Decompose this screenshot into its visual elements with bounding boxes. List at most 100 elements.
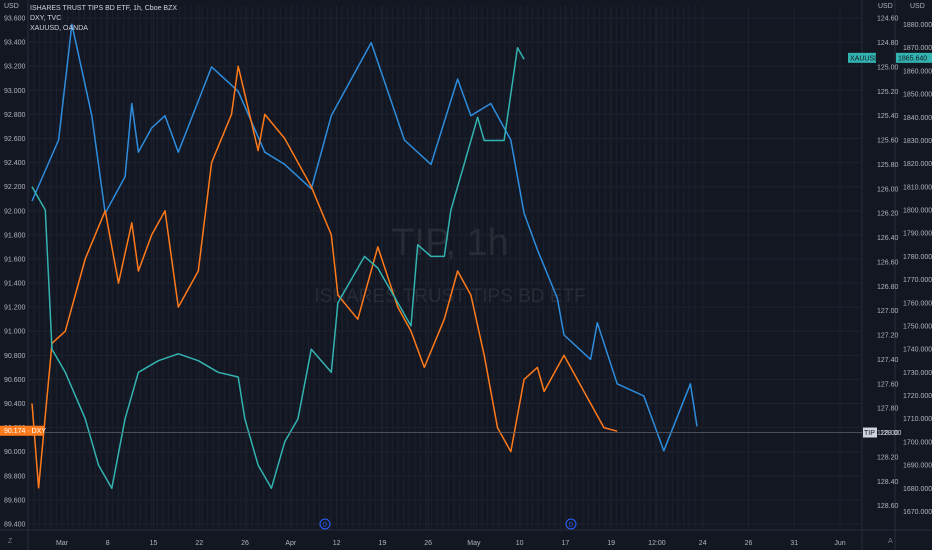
xau-tick-label: 1830.000 <box>903 138 932 145</box>
legend-xauusd: XAUUSD, OANDA <box>30 25 88 32</box>
x-tick-label: 19 <box>378 540 386 547</box>
xau-tick-label: 1860.000 <box>903 68 932 75</box>
xau-tick-label: 1680.000 <box>903 486 932 493</box>
tip-tick-label: 125.40 <box>877 113 899 120</box>
x-tick-label: 31 <box>790 540 798 547</box>
dxy-tick-label: 92.400 <box>4 160 26 167</box>
tip-tick-label: 127.20 <box>877 333 899 340</box>
x-tick-label: Jun <box>834 540 845 547</box>
xau-tick-label: 1740.000 <box>903 347 932 354</box>
dividend-marker-label: D <box>323 523 328 529</box>
dxy-tick-label: 89.400 <box>4 521 26 528</box>
xau-axis-unit: USD <box>910 3 925 10</box>
series-line-tip <box>31 23 698 452</box>
xau-tick-label: 1820.000 <box>903 161 932 168</box>
dxy-tick-label: 93.000 <box>4 88 26 95</box>
chart-legend: ISHARES TRUST TIPS BD ETF, 1h, Cboe BZX … <box>30 4 177 34</box>
dxy-tick-label: 91.200 <box>4 305 26 312</box>
dxy-tick-label: 93.200 <box>4 64 26 71</box>
dxy-tick-label: 92.600 <box>4 136 26 143</box>
dxy-tick-label: 90.000 <box>4 449 26 456</box>
xau-tick-label: 1690.000 <box>903 463 932 470</box>
tip-tick-label: 125.80 <box>877 162 899 169</box>
tip-tick-label: 128.40 <box>877 479 899 486</box>
tip-tick-label: 126.80 <box>877 284 899 291</box>
tip-tick-label: 128.20 <box>877 454 899 461</box>
tip-tick-label: 126.60 <box>877 259 899 266</box>
xau-tick-label: 1720.000 <box>903 393 932 400</box>
zoom-button[interactable]: Z <box>8 538 13 545</box>
dxy-tick-label: 92.000 <box>4 208 26 215</box>
dxy-tag-label: 90.174 · DXY <box>4 428 46 435</box>
tip-tick-label: 125.00 <box>877 64 899 71</box>
x-tick-label: 12 <box>333 540 341 547</box>
xau-tick-label: 1790.000 <box>903 231 932 238</box>
xau-tick-label: 1840.000 <box>903 115 932 122</box>
watermark-symbol: TIP, 1h <box>391 222 509 264</box>
xau-tick-label: 1810.000 <box>903 184 932 191</box>
tip-tick-label: 126.20 <box>877 211 899 218</box>
tip-tick-label: 126.40 <box>877 235 899 242</box>
x-tick-label: 26 <box>424 540 432 547</box>
x-tick-label: 26 <box>241 540 249 547</box>
tip-tick-label: 125.20 <box>877 89 899 96</box>
dxy-tick-label: 91.000 <box>4 329 26 336</box>
tip-tag-box <box>863 427 877 438</box>
left-axis-unit: USD <box>4 3 19 10</box>
legend-tip: ISHARES TRUST TIPS BD ETF, 1h, Cboe BZX <box>30 5 178 12</box>
x-tick-label: 15 <box>150 540 158 547</box>
tip-tick-label: 127.00 <box>877 308 899 315</box>
x-tick-label: 22 <box>195 540 203 547</box>
tip-price-value: 128.00 <box>880 430 902 437</box>
xau-tick-label: 1770.000 <box>903 277 932 284</box>
legend-dxy: DXY, TVC <box>30 15 62 22</box>
dxy-tick-label: 90.600 <box>4 377 26 384</box>
xau-tick-label: 1760.000 <box>903 300 932 307</box>
dxy-tick-label: 91.600 <box>4 256 26 263</box>
xau-tick-label: 1850.000 <box>903 92 932 99</box>
xau-tick-label: 1670.000 <box>903 509 932 516</box>
xau-tick-label: 1750.000 <box>903 323 932 330</box>
xau-tick-label: 1780.000 <box>903 254 932 261</box>
auto-scale-button[interactable]: A <box>888 538 893 545</box>
tip-tick-label: 124.80 <box>877 40 899 47</box>
series-line-xauusd <box>31 46 525 490</box>
tip-tick-label: 125.60 <box>877 138 899 145</box>
dxy-tick-label: 91.800 <box>4 232 26 239</box>
dxy-tick-label: 92.200 <box>4 184 26 191</box>
xau-tick-label: 1700.000 <box>903 439 932 446</box>
tip-axis-unit: USD <box>878 3 893 10</box>
dxy-tick-label: 92.800 <box>4 112 26 119</box>
dxy-tick-label: 93.600 <box>4 16 26 23</box>
tip-tick-label: 127.60 <box>877 381 899 388</box>
xau-value-box <box>896 52 932 63</box>
xau-price-value: 1865.640 <box>898 55 927 62</box>
tip-tag-label: TIP <box>864 430 875 437</box>
dividend-marker-label: D <box>569 523 574 529</box>
x-tick-label: 19 <box>607 540 615 547</box>
tip-tick-label: 128.60 <box>877 503 899 510</box>
xau-tag-box <box>848 52 876 63</box>
x-tick-label: 17 <box>562 540 570 547</box>
dxy-tick-label: 90.800 <box>4 353 26 360</box>
dividend-marker <box>319 518 331 530</box>
dxy-tick-label: 93.400 <box>4 40 26 47</box>
tip-tick-label: 128.00 <box>877 430 899 437</box>
xau-tick-label: 1730.000 <box>903 370 932 377</box>
dxy-tick-label: 89.600 <box>4 497 26 504</box>
xau-tick-label: 1880.000 <box>903 22 932 29</box>
dxy-tag-box <box>0 425 44 436</box>
x-tick-label: May <box>467 540 481 547</box>
tip-tick-label: 127.40 <box>877 357 899 364</box>
x-tick-label: 24 <box>699 540 707 547</box>
x-tick-label: Mar <box>56 540 69 547</box>
x-tick-label: 12:00 <box>648 540 666 547</box>
xau-tick-label: 1870.000 <box>903 45 932 52</box>
dxy-tick-label: 91.400 <box>4 281 26 288</box>
x-tick-label: 26 <box>745 540 753 547</box>
x-tick-label: 10 <box>516 540 524 547</box>
dxy-tick-label: 89.800 <box>4 473 26 480</box>
tip-tick-label: 124.60 <box>877 16 899 23</box>
xau-tick-label: 1710.000 <box>903 416 932 423</box>
